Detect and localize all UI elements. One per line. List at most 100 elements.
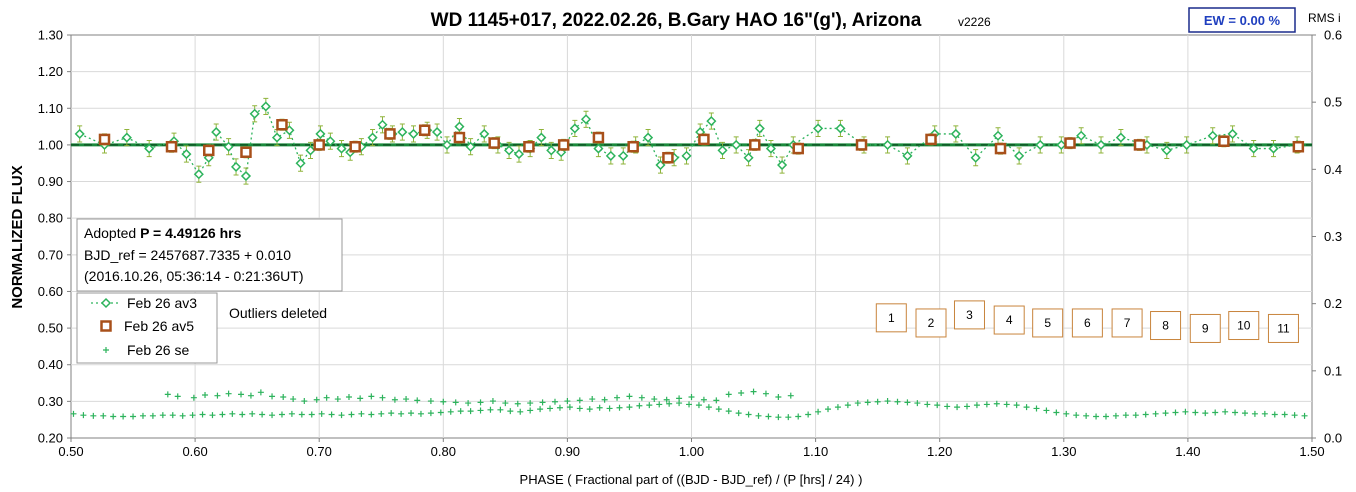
av3-point: [1227, 128, 1238, 139]
se-point: [517, 408, 524, 415]
av5-point: [488, 137, 500, 149]
av3-point: [731, 139, 742, 150]
se-point: [229, 410, 236, 417]
se-point: [1053, 409, 1060, 416]
av5-point: [698, 133, 710, 146]
se-point: [214, 392, 221, 399]
se-point: [269, 412, 276, 419]
se-point: [1122, 412, 1129, 419]
numbered-box-label: 8: [1162, 319, 1169, 333]
av3-point: [74, 128, 85, 139]
se-point: [130, 413, 137, 420]
se-point: [993, 400, 1000, 407]
av5-point: [855, 139, 868, 151]
se-point: [298, 411, 305, 418]
se-point: [189, 412, 196, 419]
se-point: [357, 395, 364, 402]
av3-point: [643, 132, 654, 143]
se-point: [238, 391, 245, 398]
av5-point: [313, 139, 325, 151]
se-point: [1202, 410, 1209, 417]
y-tick-label: 0.50: [38, 321, 63, 336]
ew-label: EW = 0.00 %: [1204, 13, 1281, 28]
se-point: [795, 413, 802, 420]
se-point: [663, 396, 670, 403]
se-point: [614, 394, 621, 401]
se-point: [551, 398, 558, 405]
se-point: [755, 412, 762, 419]
se-point: [1251, 410, 1258, 417]
y2-tick-label: 0.6: [1324, 28, 1342, 43]
av3-point: [754, 123, 765, 134]
se-point: [626, 404, 633, 411]
av3-point: [992, 130, 1004, 141]
se-point: [566, 404, 573, 411]
av3-point: [1095, 139, 1107, 150]
av3-point: [260, 101, 271, 112]
se-point: [934, 402, 941, 409]
se-point: [894, 398, 901, 405]
numbered-box: [1189, 313, 1221, 343]
se-point: [601, 396, 608, 403]
se-point: [334, 396, 341, 403]
y2-tick-label: 0.5: [1324, 95, 1342, 110]
se-point: [1192, 409, 1199, 416]
av5-point: [557, 139, 570, 151]
y-tick-label: 0.60: [38, 284, 63, 299]
se-point: [1093, 413, 1100, 420]
se-point: [874, 398, 881, 405]
info-period-prefix: Adopted: [84, 225, 140, 241]
se-point: [288, 410, 295, 417]
x-tick-label: 1.40: [1175, 444, 1200, 459]
se-point: [403, 396, 410, 403]
se-point: [1023, 404, 1030, 411]
se-point: [576, 397, 583, 404]
x-tick-label: 1.20: [927, 444, 952, 459]
av3-point: [706, 116, 717, 127]
av3-point: [765, 143, 776, 154]
se-point: [1232, 409, 1239, 416]
av5-point: [203, 144, 215, 157]
se-point: [358, 410, 365, 417]
av3-point: [230, 161, 242, 172]
av5-point: [627, 140, 639, 153]
y-tick-label: 0.70: [38, 247, 63, 262]
y-tick-label: 0.90: [38, 174, 63, 189]
av3-point: [546, 145, 557, 156]
se-point: [308, 411, 315, 418]
se-point: [556, 404, 563, 411]
se-point: [914, 400, 921, 407]
numbered-box: [1111, 308, 1143, 338]
se-point: [537, 406, 544, 413]
se-point: [765, 413, 772, 420]
av5-point: [349, 140, 361, 153]
se-point: [323, 394, 330, 401]
se-point: [465, 400, 472, 407]
av3-point: [835, 123, 846, 134]
se-point: [379, 394, 386, 401]
x-tick-label: 0.90: [555, 444, 580, 459]
y-tick-label: 1.20: [38, 64, 63, 79]
se-point: [1132, 412, 1139, 419]
se-point: [964, 403, 971, 410]
se-point: [651, 396, 658, 403]
series-av5-group: [98, 118, 1305, 164]
se-point: [775, 394, 782, 401]
se-point: [688, 394, 695, 401]
se-point: [190, 394, 197, 401]
se-point: [301, 398, 308, 405]
info-bjd-ref: BJD_ref = 2457687.7335 + 0.010: [84, 247, 291, 263]
se-point: [437, 409, 444, 416]
se-point: [318, 410, 325, 417]
av5-point: [1292, 140, 1305, 153]
av3-point: [536, 132, 547, 143]
se-point: [489, 398, 496, 405]
av5-point: [276, 119, 288, 131]
se-point: [638, 394, 645, 401]
se-point: [715, 406, 722, 413]
numbered-box: [993, 305, 1025, 335]
se-point: [1073, 412, 1080, 419]
av3-point: [717, 145, 728, 156]
se-point: [884, 398, 891, 405]
chart-title: WD 1145+017, 2022.02.26, B.Gary HAO 16"(…: [431, 10, 922, 31]
